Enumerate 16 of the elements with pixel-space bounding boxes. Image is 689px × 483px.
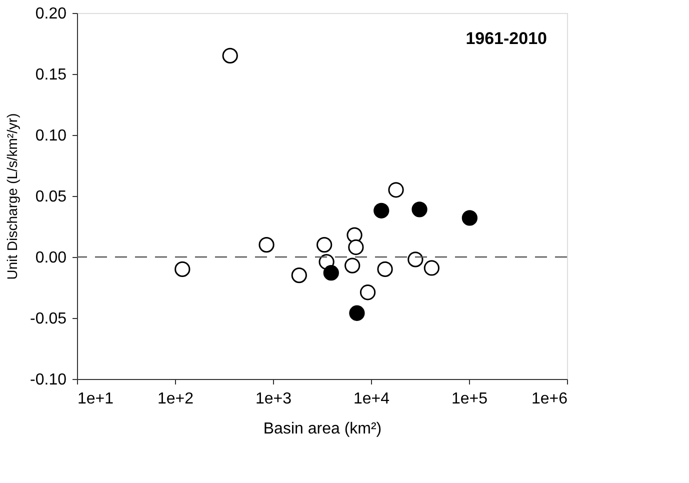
y-tick-label: -0.05 bbox=[30, 310, 67, 328]
y-tick-label: 0.10 bbox=[35, 128, 67, 144]
y-tick-label: -0.10 bbox=[30, 372, 67, 388]
x-axis-title: Basin area (km²) bbox=[263, 420, 382, 438]
y-axis-title: Unit Discharge (L/s/km²/yr) bbox=[4, 113, 20, 280]
x-tick-label: 1e+4 bbox=[353, 390, 390, 408]
y-tick-label: 0.20 bbox=[35, 6, 67, 22]
annotation: 1961-2010 bbox=[466, 29, 547, 48]
x-tick-label: 1e+6 bbox=[531, 390, 568, 408]
y-tick-label: 0.00 bbox=[35, 250, 67, 266]
y-tick-label: 0.15 bbox=[35, 66, 67, 84]
x-tick-label: 1e+1 bbox=[78, 390, 114, 408]
x-tick-label: 1e+5 bbox=[451, 390, 488, 408]
x-tick-label: 1e+3 bbox=[255, 390, 292, 408]
x-tick-label: 1e+2 bbox=[157, 390, 194, 408]
y-tick-label: 0.05 bbox=[35, 188, 67, 206]
